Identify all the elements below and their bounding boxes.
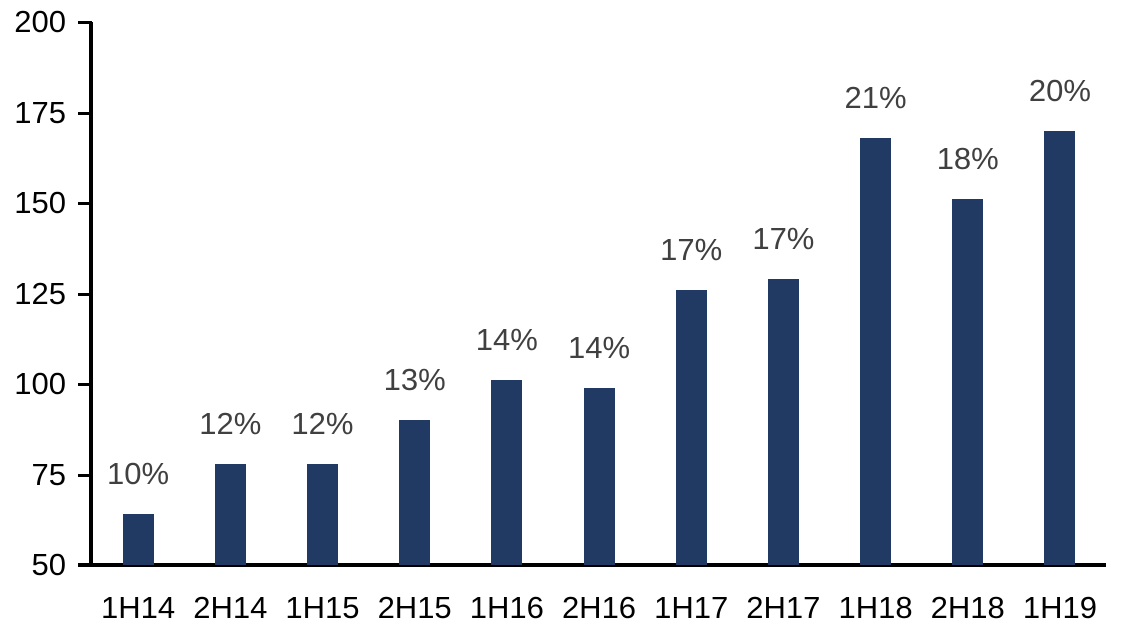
- x-axis-category-label: 2H17: [746, 590, 821, 625]
- x-axis-line: [78, 563, 1106, 567]
- y-axis-tick-label: 150: [14, 185, 66, 220]
- bar: [583, 387, 615, 565]
- bar-data-label: 21%: [844, 79, 907, 115]
- x-axis-category-label: 1H16: [469, 590, 544, 625]
- x-axis-category-label: 1H18: [838, 590, 913, 625]
- bar: [767, 279, 799, 565]
- y-axis-tick: [78, 111, 92, 115]
- bar: [399, 420, 431, 565]
- x-axis-category-label: 1H17: [654, 590, 729, 625]
- bar-data-label: 18%: [936, 141, 999, 177]
- bar: [860, 137, 892, 565]
- bar-data-label: 14%: [475, 322, 538, 358]
- bar-data-label: 17%: [752, 221, 815, 257]
- bar: [675, 289, 707, 565]
- x-axis-category-label: 1H14: [101, 590, 176, 625]
- bar: [122, 514, 154, 565]
- y-axis-tick-label: 200: [14, 4, 66, 39]
- bar-data-label: 12%: [291, 405, 354, 441]
- x-axis-category-label: 2H16: [561, 590, 637, 625]
- bar: [491, 380, 523, 565]
- y-axis-tick: [78, 383, 92, 386]
- bar: [214, 463, 246, 565]
- y-axis-tick-label: 50: [31, 547, 66, 582]
- bar-data-label: 14%: [567, 329, 631, 365]
- y-axis-tick: [78, 292, 92, 296]
- y-axis-tick-label: 75: [31, 456, 66, 492]
- x-axis-category-label: 2H14: [193, 590, 268, 625]
- y-axis-tick-label: 125: [14, 275, 66, 311]
- bar: [306, 463, 338, 565]
- bar: [952, 199, 984, 565]
- x-axis-category-label: 1H19: [1022, 590, 1097, 625]
- bar-data-label: 20%: [1028, 72, 1091, 108]
- y-axis-tick-label: 100: [14, 366, 66, 401]
- bar-data-label: 17%: [660, 231, 723, 267]
- bar-data-label: 13%: [383, 362, 446, 398]
- bar-data-label: 10%: [107, 456, 170, 492]
- x-axis-category-label: 1H15: [285, 590, 360, 625]
- bar: [1044, 130, 1076, 565]
- x-axis-category-label: 2H15: [377, 590, 452, 625]
- bar-data-label: 12%: [199, 405, 262, 441]
- y-axis-tick: [78, 473, 92, 477]
- y-axis-tick-label: 175: [14, 94, 66, 130]
- x-axis-category-label: 2H18: [930, 590, 1005, 625]
- y-axis-tick: [78, 21, 92, 24]
- y-axis-tick: [78, 202, 92, 205]
